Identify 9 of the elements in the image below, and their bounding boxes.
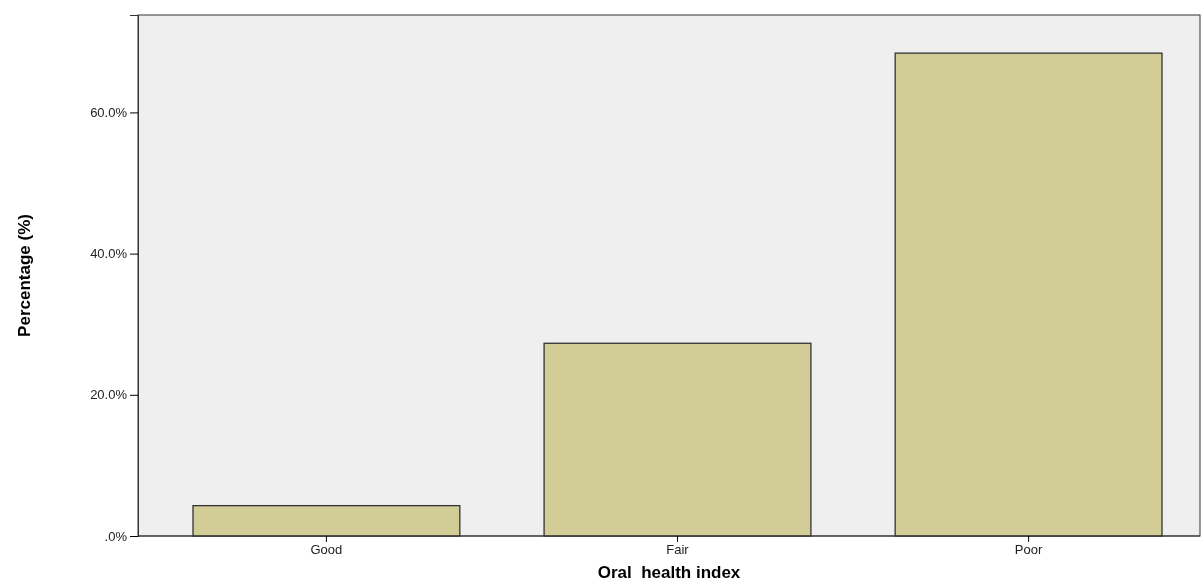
y-tick-label: 40.0% [90, 246, 128, 262]
x-tick-label: Fair [666, 542, 690, 558]
x-tick-label: Poor [1014, 542, 1043, 558]
y-tick-label: 20.0% [90, 387, 128, 403]
y-axis-title: Percentage (%) [15, 214, 34, 337]
x-tick-label: Good [310, 542, 343, 558]
x-axis-title: Oral health index [597, 563, 741, 582]
y-tick-label: .0% [104, 528, 128, 544]
y-tick-label: 60.0% [90, 105, 128, 121]
